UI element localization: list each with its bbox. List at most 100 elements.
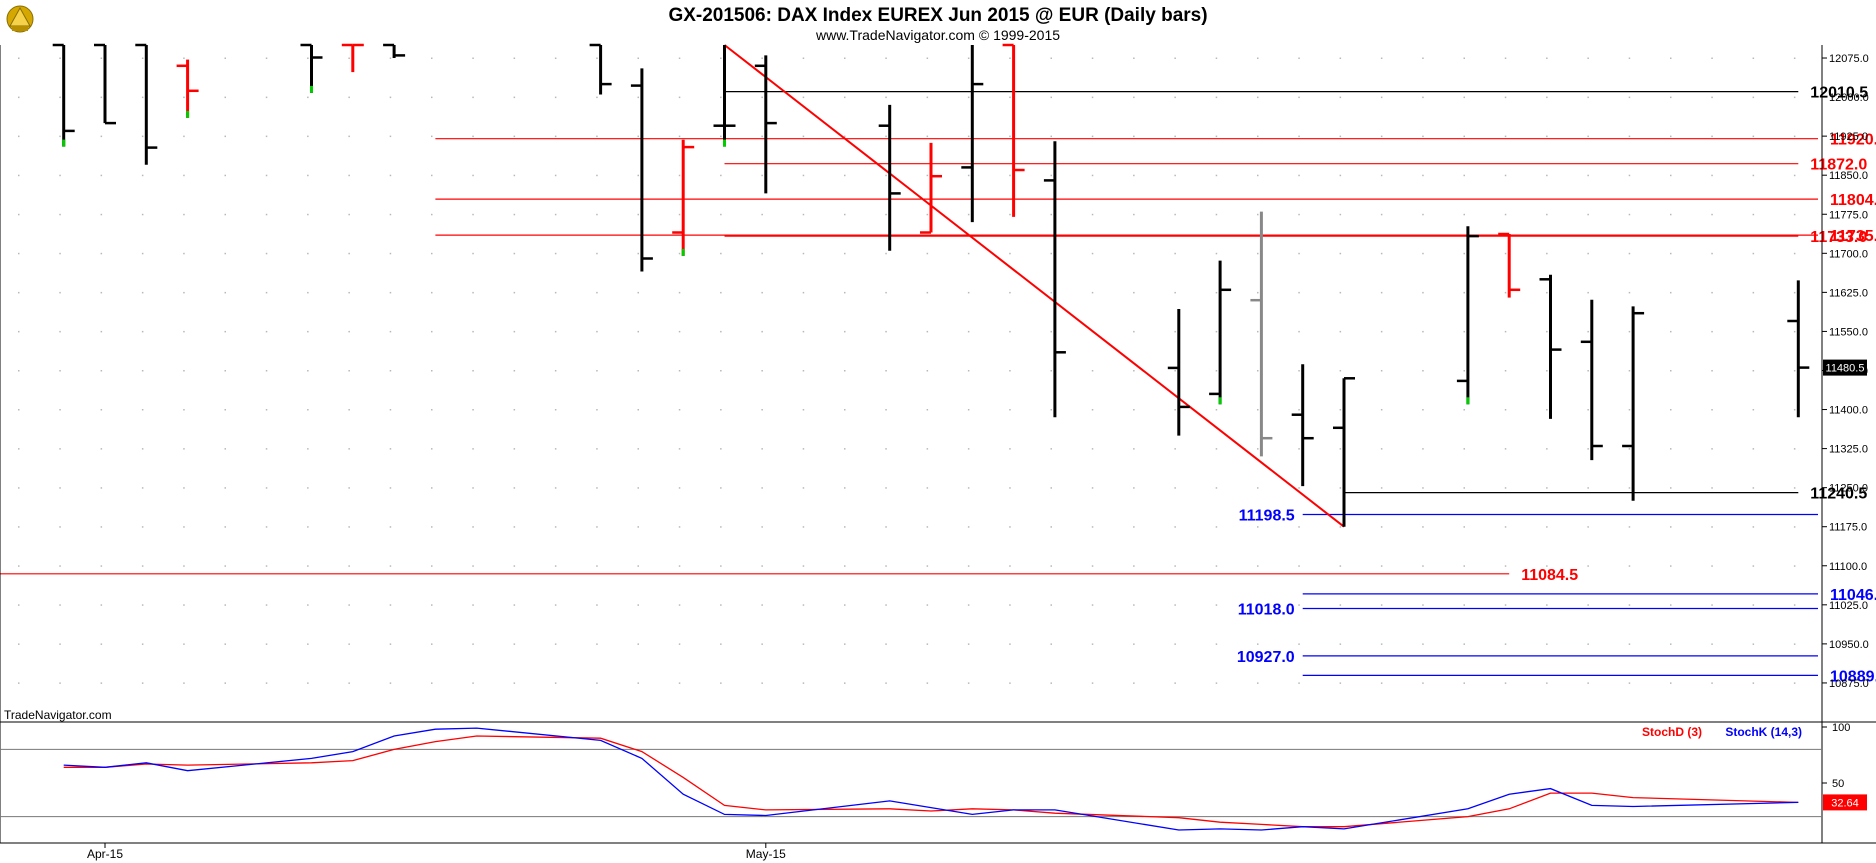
grid-dot: [307, 409, 309, 411]
grid-dot: [348, 213, 350, 216]
grid-dot: [100, 448, 103, 450]
grid-dot: [678, 682, 681, 684]
grid-dot: [1546, 409, 1548, 411]
grid-dot: [1050, 409, 1052, 411]
grid-dot: [1380, 643, 1383, 645]
grid-dot: [224, 565, 226, 567]
grid-dot: [637, 213, 639, 216]
grid-dot: [224, 330, 226, 333]
price-tick-label: 11775.0: [1829, 209, 1868, 221]
grid-dot: [596, 643, 598, 645]
grid-dot: [1133, 604, 1135, 606]
grid-dot: [1587, 526, 1589, 528]
grid-dot: [596, 526, 598, 528]
grid-dot: [141, 291, 144, 294]
grid-dot: [265, 565, 268, 567]
ohlc-bar: [1043, 141, 1066, 418]
ohlc-bar: [878, 104, 901, 251]
grid-dot: [472, 565, 474, 567]
grid-dot: [1091, 643, 1094, 645]
grid-dot: [1711, 448, 1713, 450]
grid-dot: [1298, 96, 1300, 99]
grid-dot: [678, 96, 681, 99]
grid-dot: [1587, 565, 1589, 567]
ohlc-bar: [1333, 377, 1355, 527]
grid-dot: [100, 252, 103, 255]
ohlc-bar: [1250, 211, 1273, 457]
grid-dot: [1009, 487, 1011, 489]
grid-dot: [1050, 370, 1052, 372]
grid-dot: [1546, 213, 1548, 216]
grid-dot: [1257, 291, 1259, 294]
grid-dot: [1380, 487, 1383, 489]
grid-dot: [1628, 682, 1631, 684]
grid-dot: [307, 96, 309, 99]
grid-dot: [513, 526, 516, 528]
ohlc-bar: [176, 59, 199, 118]
grid-dot: [1463, 448, 1465, 450]
grid-dot: [307, 604, 309, 606]
grid-dot: [183, 565, 185, 567]
grid-dot: [720, 409, 722, 411]
grid-dot: [348, 448, 350, 450]
grid-dot: [678, 291, 681, 294]
grid-dot: [1711, 370, 1713, 372]
grid-dot: [720, 643, 722, 645]
grid-dot: [1339, 57, 1342, 59]
grid-dot: [1174, 526, 1176, 528]
grid-dot: [1793, 526, 1796, 528]
grid-dot: [1670, 213, 1672, 216]
grid-dot: [554, 57, 557, 59]
grid-dot: [1670, 370, 1672, 372]
grid-dot: [844, 604, 846, 606]
grid-dot: [1587, 370, 1589, 372]
levels-layer: 12010.511920.011872.011804.011735.011733…: [0, 85, 1876, 685]
last-price-box: 11480.5: [1823, 359, 1867, 376]
grid-dot: [967, 174, 970, 177]
grid-dot: [18, 330, 20, 333]
grid-dot: [1380, 330, 1383, 333]
grid-dot: [1670, 135, 1672, 138]
ohlc-bar: [1498, 232, 1521, 298]
grid-dot: [1091, 213, 1094, 216]
grid-dot: [1463, 291, 1465, 294]
stoch-layer: 100 50: [0, 722, 1850, 831]
grid-dot: [1422, 252, 1424, 255]
grid-dot: [1215, 330, 1218, 333]
grid-dot: [1174, 96, 1176, 99]
grid-dot: [1380, 409, 1383, 411]
grid-dot: [802, 252, 805, 255]
level-label: 11872.0: [1810, 157, 1867, 174]
grid-dot: [1298, 682, 1300, 684]
grid-dot: [1215, 135, 1218, 138]
grid-dot: [1546, 487, 1548, 489]
grid-dot: [183, 174, 185, 177]
grid-dot: [885, 565, 887, 567]
grid-dot: [1215, 291, 1218, 294]
grid-dot: [844, 448, 846, 450]
grid-dot: [1298, 409, 1300, 411]
grid-dot: [1711, 213, 1713, 216]
grid-dot: [141, 565, 144, 567]
grid-dot: [265, 330, 268, 333]
grid-dot: [183, 330, 185, 333]
stoch-k-line: [63, 727, 1799, 831]
grid-dot: [307, 643, 309, 645]
ohlc-bar: [52, 43, 75, 147]
grid-dot: [431, 565, 433, 567]
grid-dot: [1298, 213, 1300, 216]
grid-dot: [472, 330, 474, 333]
grid-dot: [389, 409, 392, 411]
ohlc-bar: [1622, 306, 1645, 501]
price-tick-label: 11325.0: [1829, 444, 1868, 456]
grid-dot: [1752, 213, 1755, 216]
grid-dot: [1174, 57, 1176, 59]
grid-dot: [1504, 682, 1507, 684]
grid-dot: [1752, 526, 1755, 528]
grid-dot: [513, 291, 516, 294]
grid-dot: [1380, 96, 1383, 99]
grid-dot: [1257, 643, 1259, 645]
grid-dot: [1752, 409, 1755, 411]
grid-dot: [183, 370, 185, 372]
grid-dot: [1133, 135, 1135, 138]
